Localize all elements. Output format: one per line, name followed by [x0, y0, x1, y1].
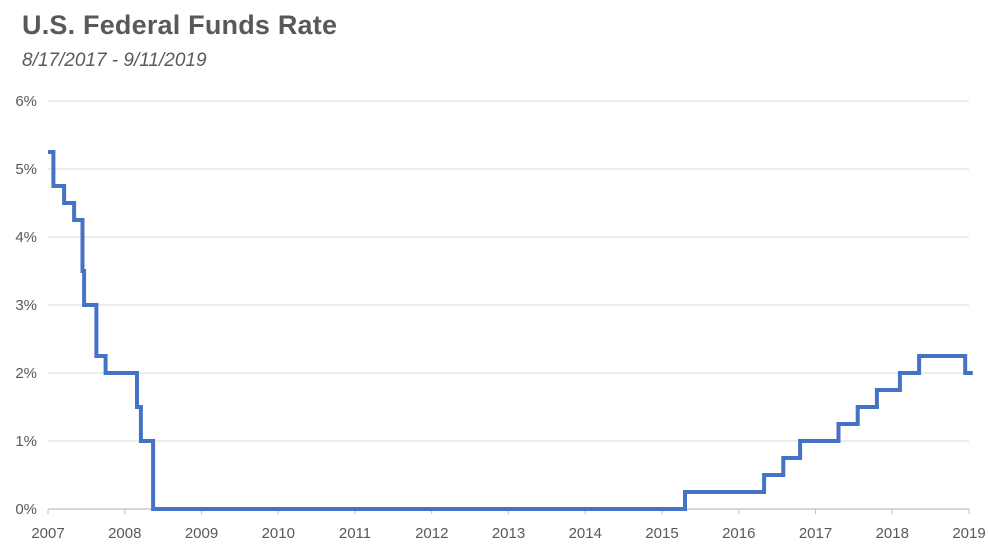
- x-tick-label: 2018: [876, 525, 909, 542]
- fed-funds-rate-line: [48, 150, 973, 511]
- x-tick-label: 2007: [31, 525, 64, 542]
- x-tick-label: 2010: [262, 525, 295, 542]
- x-tick-label: 2011: [339, 525, 371, 542]
- y-tick-label: 3%: [15, 297, 37, 314]
- y-tick-label: 5%: [15, 161, 37, 178]
- x-tick-label: 2019: [952, 525, 985, 542]
- chart-title: U.S. Federal Funds Rate: [22, 10, 338, 40]
- x-tick-label: 2015: [645, 525, 678, 542]
- x-tick-label: 2012: [415, 525, 448, 542]
- y-tick-label: 6%: [15, 93, 37, 110]
- x-tick-label: 2013: [492, 525, 525, 542]
- y-tick-label: 1%: [15, 433, 37, 450]
- y-tick-label: 4%: [15, 229, 37, 246]
- x-tick-label: 2017: [799, 525, 832, 542]
- x-tick-label: 2014: [569, 525, 602, 542]
- y-tick-label: 0%: [15, 501, 37, 518]
- x-tick-label: 2008: [108, 525, 141, 542]
- x-tick-label: 2009: [185, 525, 218, 542]
- x-tick-label: 2016: [722, 525, 755, 542]
- y-tick-label: 2%: [15, 365, 37, 382]
- chart-subtitle: 8/17/2017 - 9/11/2019: [22, 50, 207, 71]
